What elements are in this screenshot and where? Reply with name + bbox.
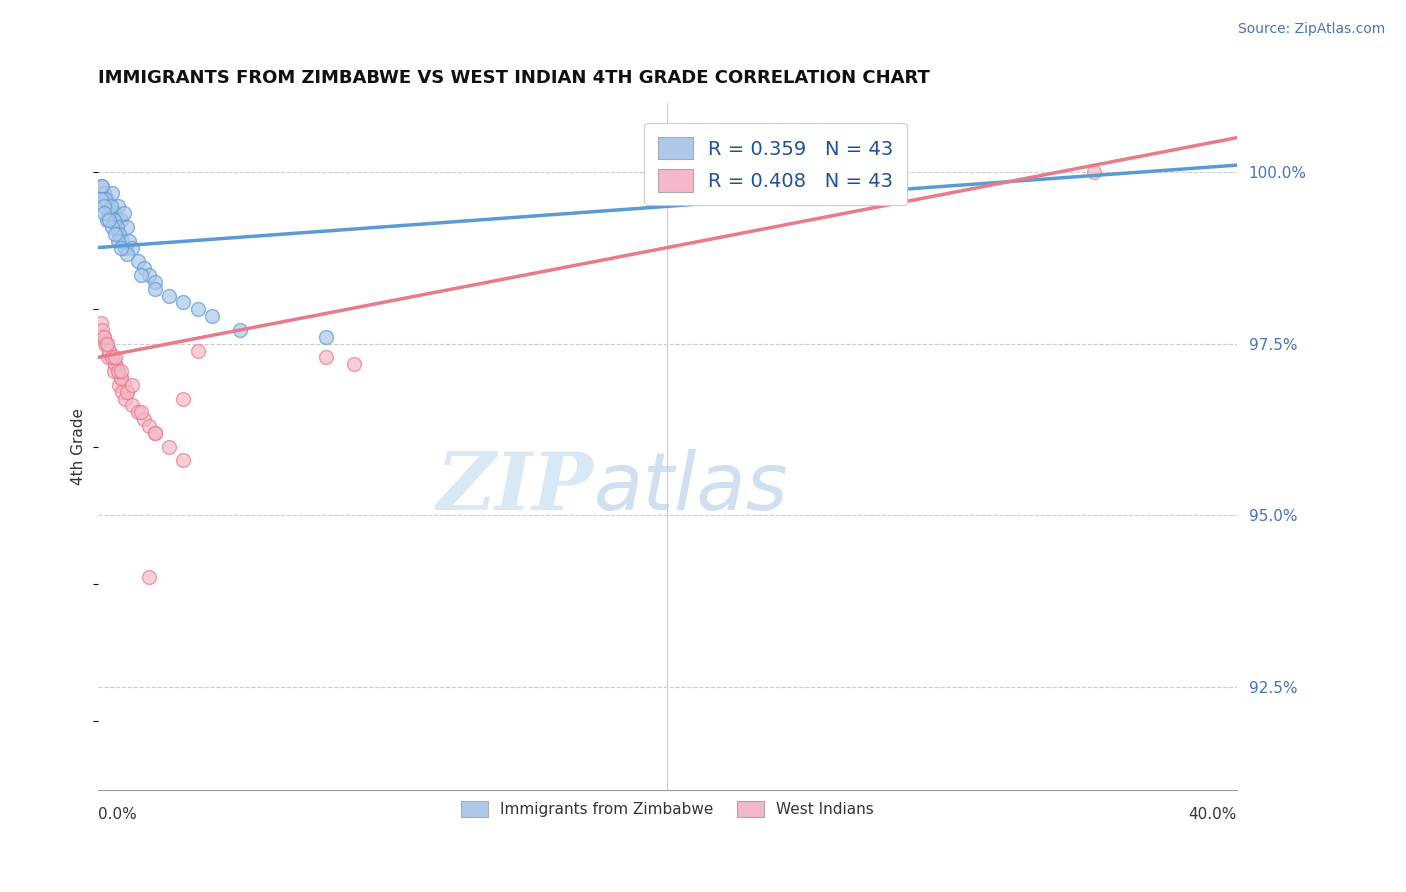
Point <box>110 371 132 385</box>
Point <box>110 213 132 227</box>
Point <box>108 227 131 241</box>
Point <box>90 316 112 330</box>
Point <box>157 440 180 454</box>
Point <box>229 323 252 337</box>
Point <box>114 392 136 406</box>
Point <box>104 351 127 365</box>
Point <box>91 323 114 337</box>
Point <box>107 234 129 248</box>
Point <box>172 453 194 467</box>
Point <box>315 351 337 365</box>
Point <box>93 206 115 220</box>
Point <box>1083 165 1105 179</box>
Point <box>172 392 194 406</box>
Point <box>93 186 115 200</box>
Point <box>96 336 118 351</box>
Point <box>104 357 127 371</box>
Point <box>110 371 132 385</box>
Point <box>115 219 138 234</box>
Point <box>107 199 129 213</box>
Point <box>129 405 152 419</box>
Text: atlas: atlas <box>593 449 789 527</box>
Point <box>90 193 112 207</box>
Point <box>115 247 138 261</box>
Point <box>100 199 122 213</box>
Point <box>315 330 337 344</box>
Text: ZIP: ZIP <box>436 449 593 526</box>
Point <box>138 570 160 584</box>
Point <box>93 330 115 344</box>
Point <box>343 357 366 371</box>
Point <box>94 193 117 207</box>
Point <box>112 206 135 220</box>
Y-axis label: 4th Grade: 4th Grade <box>72 409 86 485</box>
Point <box>103 364 125 378</box>
Point <box>91 178 114 193</box>
Point <box>107 364 129 378</box>
Point <box>104 206 127 220</box>
Point <box>112 377 135 392</box>
Point <box>138 419 160 434</box>
Text: 0.0%: 0.0% <box>98 807 136 822</box>
Text: IMMIGRANTS FROM ZIMBABWE VS WEST INDIAN 4TH GRADE CORRELATION CHART: IMMIGRANTS FROM ZIMBABWE VS WEST INDIAN … <box>98 69 929 87</box>
Point <box>111 384 134 399</box>
Point <box>90 178 112 193</box>
Point <box>132 261 155 276</box>
Point <box>93 199 115 213</box>
Point <box>118 234 141 248</box>
Point <box>132 412 155 426</box>
Point <box>98 213 121 227</box>
Point <box>143 425 166 440</box>
Legend: Immigrants from Zimbabwe, West Indians: Immigrants from Zimbabwe, West Indians <box>454 796 880 823</box>
Point <box>129 268 152 282</box>
Point <box>127 254 149 268</box>
Point <box>101 351 124 365</box>
Point <box>110 364 132 378</box>
Point <box>103 213 125 227</box>
Point <box>115 384 138 399</box>
Point <box>101 186 124 200</box>
Point <box>115 384 138 399</box>
Point <box>94 336 117 351</box>
Point <box>187 343 209 358</box>
Point <box>96 213 118 227</box>
Point <box>107 364 129 378</box>
Point <box>143 282 166 296</box>
Point <box>104 227 127 241</box>
Point <box>127 405 149 419</box>
Point <box>98 199 121 213</box>
Text: 40.0%: 40.0% <box>1188 807 1237 822</box>
Point <box>108 377 131 392</box>
Point <box>101 351 124 365</box>
Point <box>105 219 128 234</box>
Point <box>201 309 224 323</box>
Point <box>138 268 160 282</box>
Point <box>98 343 121 358</box>
Point <box>121 399 143 413</box>
Point <box>121 240 143 254</box>
Point <box>187 302 209 317</box>
Point <box>96 193 118 207</box>
Point <box>104 357 127 371</box>
Point <box>111 234 134 248</box>
Point <box>121 377 143 392</box>
Point <box>101 219 124 234</box>
Point <box>97 206 120 220</box>
Point <box>172 295 194 310</box>
Point <box>143 275 166 289</box>
Text: Source: ZipAtlas.com: Source: ZipAtlas.com <box>1237 22 1385 37</box>
Point <box>93 330 115 344</box>
Point <box>97 351 120 365</box>
Point <box>98 343 121 358</box>
Point <box>110 240 132 254</box>
Point <box>157 288 180 302</box>
Point <box>143 425 166 440</box>
Point <box>114 240 136 254</box>
Point <box>96 336 118 351</box>
